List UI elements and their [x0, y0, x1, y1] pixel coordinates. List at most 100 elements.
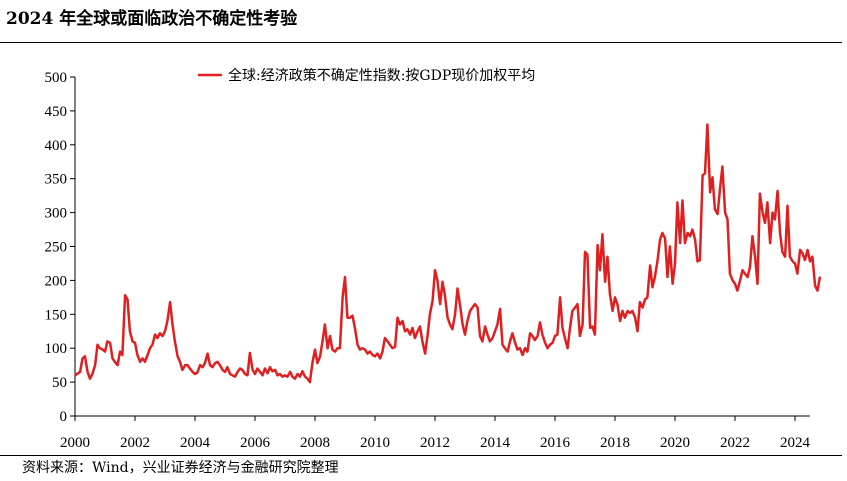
data-point	[386, 340, 389, 343]
x-tick-label: 2016	[540, 435, 571, 451]
data-point	[324, 323, 326, 326]
data-point	[641, 306, 644, 309]
x-tick-label: 2014	[480, 435, 511, 451]
data-point	[329, 335, 331, 337]
x-tick-label: 2024	[780, 435, 811, 451]
data-point	[766, 201, 769, 204]
data-point	[466, 320, 469, 322]
data-point	[596, 244, 599, 246]
x-tick-label: 2010	[360, 435, 390, 451]
x-tick-label: 2006	[240, 435, 271, 451]
data-point	[769, 242, 771, 244]
x-tick-label: 2008	[300, 435, 330, 451]
data-point	[799, 249, 801, 251]
data-point	[84, 355, 86, 358]
data-point	[346, 316, 349, 319]
data-point	[471, 306, 474, 309]
data-point	[86, 371, 89, 373]
data-point	[121, 354, 124, 356]
data-point	[154, 333, 156, 336]
data-point	[176, 355, 179, 358]
data-point	[664, 237, 666, 240]
data-point	[404, 330, 406, 333]
data-point	[401, 320, 404, 322]
x-tick-label: 2002	[120, 435, 150, 451]
y-tick-label: 450	[45, 104, 68, 120]
data-point	[574, 306, 576, 309]
data-point	[209, 364, 211, 366]
data-point	[484, 325, 486, 328]
data-point	[381, 350, 384, 353]
data-point	[491, 337, 494, 339]
data-point	[531, 335, 534, 337]
data-point	[106, 340, 109, 343]
data-point	[276, 374, 279, 377]
data-point	[174, 340, 176, 343]
data-point	[514, 342, 516, 344]
x-tick-label: 2012	[420, 435, 450, 451]
data-point	[711, 176, 714, 179]
data-point	[456, 287, 459, 290]
data-point	[334, 350, 336, 353]
data-point	[119, 350, 121, 353]
data-point	[141, 357, 144, 360]
data-point	[626, 310, 629, 312]
data-point	[516, 348, 519, 351]
data-point	[541, 333, 544, 336]
data-point	[571, 310, 574, 312]
x-tick-label: 2022	[720, 435, 750, 451]
data-point	[599, 269, 601, 272]
data-point	[581, 323, 584, 326]
data-point	[789, 255, 791, 258]
data-point	[184, 364, 186, 366]
data-point	[371, 354, 374, 356]
data-point	[554, 335, 556, 337]
data-point	[389, 344, 391, 346]
data-point	[591, 325, 594, 328]
data-point	[299, 375, 301, 378]
data-point	[181, 369, 184, 371]
data-point	[704, 172, 706, 175]
data-point	[619, 320, 621, 322]
data-point	[406, 328, 409, 331]
data-point	[476, 306, 479, 309]
data-point	[214, 362, 216, 364]
data-point	[311, 361, 314, 363]
data-point	[101, 348, 104, 351]
data-point	[771, 211, 774, 214]
x-tick-label: 2004	[180, 435, 211, 451]
data-point	[316, 362, 319, 364]
data-point	[251, 369, 254, 371]
data-point	[291, 375, 294, 378]
data-point	[729, 272, 731, 275]
data-point	[194, 373, 196, 375]
data-point	[319, 355, 321, 358]
data-point	[281, 375, 284, 378]
data-point	[146, 354, 149, 356]
data-point	[689, 235, 691, 238]
data-point	[746, 276, 749, 278]
data-point	[701, 174, 704, 177]
data-point	[269, 366, 271, 369]
data-point	[171, 323, 174, 326]
data-point	[274, 369, 276, 371]
data-point	[294, 377, 296, 380]
data-point	[74, 374, 76, 377]
data-point	[306, 377, 309, 380]
data-point	[606, 255, 609, 258]
data-point	[674, 262, 676, 265]
data-point	[91, 373, 94, 375]
data-point	[409, 333, 411, 336]
data-point	[364, 348, 366, 351]
data-point	[354, 327, 356, 329]
chart-axes: 0 50 100 150 200 250 300 350 400 450 500 2000 2002 20…	[45, 70, 811, 451]
data-point	[489, 340, 491, 343]
data-point	[249, 352, 251, 354]
data-point	[686, 232, 689, 234]
data-point	[659, 238, 661, 241]
data-point	[779, 232, 781, 234]
data-point	[129, 330, 131, 333]
data-point	[206, 352, 209, 355]
data-point	[136, 354, 139, 356]
data-point	[451, 328, 454, 331]
